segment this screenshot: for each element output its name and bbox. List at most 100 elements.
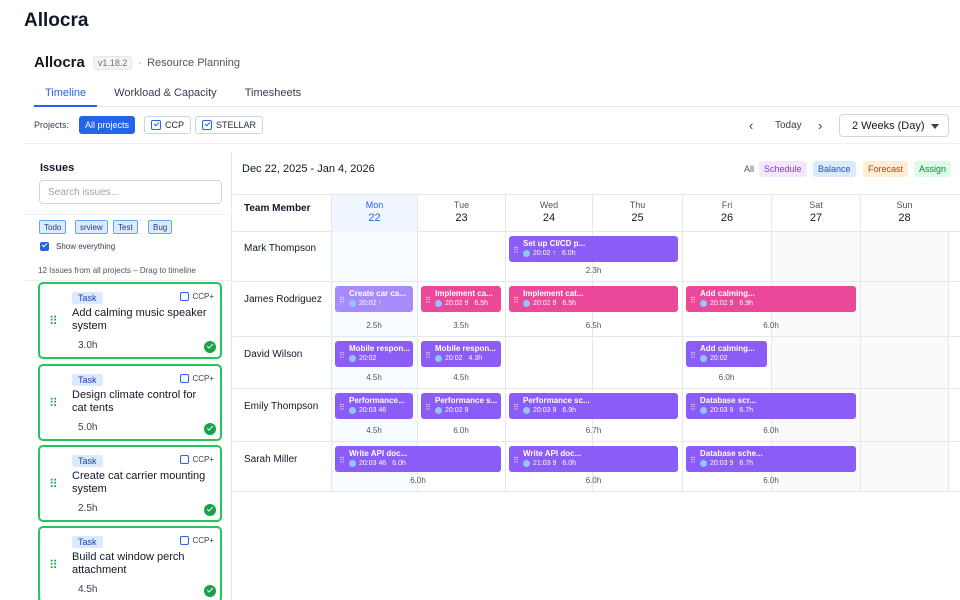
issue-type-badge: Task bbox=[72, 536, 103, 548]
task-bar[interactable]: ⠿ Implement ca... 20:02 9 6.5h bbox=[421, 286, 501, 312]
day-total-hours: 6.7h bbox=[585, 426, 602, 435]
task-time: 20:03 46 bbox=[359, 407, 387, 414]
issue-project-label: CCP+ bbox=[192, 536, 214, 545]
day-header-wed: Wed 24 bbox=[505, 195, 592, 232]
drag-handle-icon[interactable]: ⠿ bbox=[513, 456, 519, 465]
task-meta: 20:02 9 6.9h bbox=[700, 300, 753, 307]
member-name: Mark Thompson bbox=[244, 243, 317, 254]
filter-chip-test[interactable]: Test bbox=[113, 220, 138, 234]
project-icon bbox=[180, 536, 190, 545]
legend-assign[interactable]: Assign bbox=[914, 161, 952, 177]
legend-all[interactable]: All bbox=[744, 164, 755, 174]
task-time: 20:03 9 bbox=[533, 407, 557, 414]
search-input[interactable] bbox=[39, 180, 222, 204]
check-circle-icon bbox=[204, 504, 216, 516]
drag-handle-icon[interactable]: ⠿ bbox=[49, 396, 58, 410]
page-header: Allocra v1.18.2 Resource Planning bbox=[34, 54, 240, 71]
day-date: 28 bbox=[898, 212, 911, 224]
issue-type-badge: Task bbox=[72, 292, 103, 304]
task-bar[interactable]: ⠿ Create car ca... 20:02 ↑ bbox=[335, 286, 413, 312]
task-bar[interactable]: ⠿ Implement cat... 20:02 9 6.5h bbox=[509, 286, 678, 312]
day-header-thu: Thu 25 bbox=[592, 195, 682, 232]
task-hours: 6.9h bbox=[739, 300, 753, 307]
prev-period-button[interactable]: ‹ bbox=[749, 118, 754, 133]
clock-icon bbox=[435, 407, 442, 414]
task-bar[interactable]: ⠿ Add calming... 20:02 9 6.9h bbox=[686, 286, 856, 312]
drag-handle-icon[interactable]: ⠿ bbox=[49, 477, 58, 491]
drag-handle-icon[interactable]: ⠿ bbox=[690, 296, 696, 305]
day-total-hours: 4.5h bbox=[366, 373, 382, 382]
task-bar[interactable]: ⠿ Performance sc... 20:03 9 6.9h bbox=[509, 393, 678, 419]
drag-handle-icon[interactable]: ⠿ bbox=[690, 351, 696, 360]
member-name: Sarah Miller bbox=[244, 454, 298, 465]
filter-chip-bug[interactable]: Bug bbox=[148, 220, 173, 234]
clock-icon bbox=[523, 300, 530, 307]
grid-line bbox=[860, 232, 861, 492]
drag-handle-icon[interactable]: ⠿ bbox=[339, 351, 345, 360]
clock-icon bbox=[349, 460, 356, 467]
drag-handle-icon[interactable]: ⠿ bbox=[49, 314, 58, 328]
task-bar[interactable]: ⠿ Add calming... 20:02 bbox=[686, 341, 767, 367]
drag-handle-icon[interactable]: ⠿ bbox=[513, 296, 519, 305]
project-ccp-button[interactable]: CCP bbox=[144, 116, 192, 134]
issue-card[interactable]: ⠿ Task CCP+ Design climate control for c… bbox=[38, 364, 222, 441]
project-stellar-label: STELLAR bbox=[216, 120, 257, 130]
task-meta: 20:03 9 6.7h bbox=[700, 407, 753, 414]
drag-handle-icon[interactable]: ⠿ bbox=[339, 403, 345, 412]
divider bbox=[24, 214, 232, 215]
task-bar[interactable]: ⠿ Database scr... 20:03 9 6.7h bbox=[686, 393, 856, 419]
day-header-tue: Tue 23 bbox=[417, 195, 505, 232]
drag-handle-icon[interactable]: ⠿ bbox=[513, 403, 519, 412]
drag-handle-icon[interactable]: ⠿ bbox=[513, 246, 519, 255]
drag-handle-icon[interactable]: ⠿ bbox=[339, 456, 345, 465]
task-hours: 6.9h bbox=[562, 407, 576, 414]
day-name: Sun bbox=[896, 200, 913, 210]
drag-handle-icon[interactable]: ⠿ bbox=[690, 403, 696, 412]
task-bar[interactable]: ⠿ Performance s... 20:02 9 bbox=[421, 393, 501, 419]
issue-project: CCP+ bbox=[180, 292, 214, 301]
drag-handle-icon[interactable]: ⠿ bbox=[49, 558, 58, 572]
task-bar[interactable]: ⠿ Set up CI/CD p... 20:02 ↑ 6.0h bbox=[509, 236, 678, 262]
range-select[interactable]: 2 Weeks (Day) bbox=[839, 114, 949, 137]
task-bar[interactable]: ⠿ Mobile respon... 20:02 bbox=[335, 341, 413, 367]
task-bar[interactable]: ⠿ Database sche... 20:03 9 6.7h bbox=[686, 446, 856, 472]
tab-timesheets[interactable]: Timesheets bbox=[244, 87, 302, 99]
drag-handle-icon[interactable]: ⠿ bbox=[425, 403, 431, 412]
day-name: Sat bbox=[809, 200, 823, 210]
main-tabs: Timeline Workload & Capacity Timesheets bbox=[34, 80, 960, 107]
issue-card[interactable]: ⠿ Task CCP+ Build cat window perch attac… bbox=[38, 526, 222, 600]
legend-forecast[interactable]: Forecast bbox=[863, 161, 909, 177]
tab-workload-capacity[interactable]: Workload & Capacity bbox=[114, 87, 217, 99]
timeline-header: Team Member Mon 22 Tue 23 Wed 24 Thu 25 Fri 26 Sat… bbox=[233, 194, 960, 232]
check-circle-icon bbox=[204, 341, 216, 353]
day-total-hours: 2.3h bbox=[585, 266, 602, 275]
legend-schedule[interactable]: Schedule bbox=[759, 161, 807, 177]
drag-handle-icon[interactable]: ⠿ bbox=[339, 296, 345, 305]
drag-handle-icon[interactable]: ⠿ bbox=[425, 296, 431, 305]
task-bar[interactable]: ⠿ Write API doc... 21:03 9 6.0h bbox=[509, 446, 678, 472]
filter-chip-review[interactable]: srview bbox=[75, 220, 108, 234]
issue-name: Create cat carrier mounting system bbox=[72, 470, 206, 495]
tab-timeline[interactable]: Timeline bbox=[34, 80, 98, 107]
drag-handle-icon[interactable]: ⠿ bbox=[690, 456, 696, 465]
page-subtitle: Resource Planning bbox=[138, 57, 240, 69]
legend-balance[interactable]: Balance bbox=[813, 161, 856, 177]
task-hours: 6.7h bbox=[739, 407, 753, 414]
next-period-button[interactable]: › bbox=[818, 118, 823, 133]
show-everything-checkbox[interactable]: Show everything bbox=[40, 242, 115, 251]
issue-card[interactable]: ⠿ Task CCP+ Create cat carrier mounting … bbox=[38, 445, 222, 522]
task-bar[interactable]: ⠿ Performance... 20:03 46 bbox=[335, 393, 413, 419]
drag-handle-icon[interactable]: ⠿ bbox=[425, 351, 431, 360]
issue-project-label: CCP+ bbox=[192, 455, 214, 464]
issue-card[interactable]: ⠿ Task CCP+ Add calming music speaker sy… bbox=[38, 282, 222, 359]
filter-chip-todo[interactable]: Todo bbox=[39, 220, 67, 234]
version-badge: v1.18.2 bbox=[92, 55, 133, 70]
project-stellar-button[interactable]: STELLAR bbox=[195, 116, 264, 134]
task-bar[interactable]: ⠿ Write API doc... 20:03 46 6.0h bbox=[335, 446, 501, 472]
day-total-hours: 6.0h bbox=[453, 426, 469, 435]
day-total-hours: 6.0h bbox=[763, 321, 779, 330]
day-date: 22 bbox=[368, 212, 381, 224]
today-button[interactable]: Today bbox=[775, 120, 802, 131]
all-projects-button[interactable]: All projects bbox=[79, 116, 136, 134]
task-bar[interactable]: ⠿ Mobile respon... 20:02 4.3h bbox=[421, 341, 501, 367]
